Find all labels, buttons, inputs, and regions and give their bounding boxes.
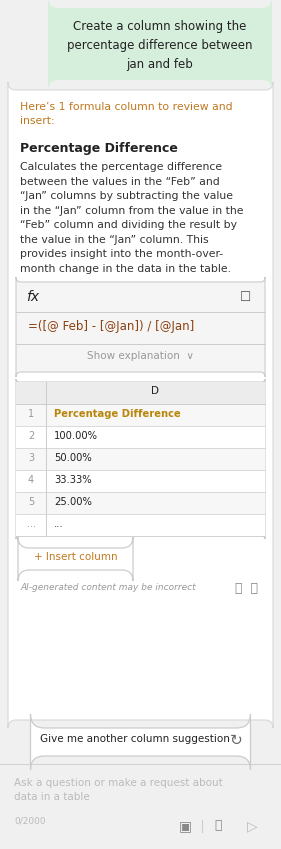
Text: Here’s 1 formula column to review and
insert:: Here’s 1 formula column to review and in…	[20, 102, 233, 126]
Text: data in a table: data in a table	[14, 792, 90, 802]
Text: ...: ...	[54, 519, 64, 529]
Text: 33.33%: 33.33%	[54, 475, 92, 485]
Text: in the “Jan” column from the value in the: in the “Jan” column from the value in th…	[20, 205, 244, 216]
Text: + Insert column: + Insert column	[34, 552, 117, 562]
Text: month change in the data in the table.: month change in the data in the table.	[20, 263, 231, 273]
Text: the value in the “Jan” column. This: the value in the “Jan” column. This	[20, 234, 209, 245]
FancyBboxPatch shape	[18, 537, 133, 581]
Text: “Jan” columns by subtracting the value: “Jan” columns by subtracting the value	[20, 191, 233, 201]
Text: Calculates the percentage difference: Calculates the percentage difference	[20, 162, 222, 172]
Text: between the values in the “Feb” and: between the values in the “Feb” and	[20, 177, 220, 187]
FancyBboxPatch shape	[31, 714, 250, 770]
Text: D: D	[151, 386, 160, 396]
FancyBboxPatch shape	[48, 0, 272, 90]
Text: =([@ Feb] - [@Jan]) / [@Jan]: =([@ Feb] - [@Jan]) / [@Jan]	[28, 320, 194, 333]
Text: ...: ...	[26, 519, 35, 529]
Text: 1: 1	[28, 409, 34, 419]
FancyBboxPatch shape	[8, 82, 273, 728]
Text: 25.00%: 25.00%	[54, 497, 92, 507]
Text: “Feb” column and dividing the result by: “Feb” column and dividing the result by	[20, 220, 237, 230]
Bar	[16, 404, 265, 426]
Text: provides insight into the month-over-: provides insight into the month-over-	[20, 249, 223, 259]
Bar	[16, 492, 265, 514]
Text: 50.00%: 50.00%	[54, 453, 92, 463]
FancyBboxPatch shape	[16, 379, 265, 539]
Text: 🖒  🖓: 🖒 🖓	[235, 582, 258, 595]
Text: 🎤: 🎤	[214, 819, 222, 832]
Text: Percentage Difference: Percentage Difference	[54, 409, 181, 419]
Text: 4: 4	[28, 475, 34, 485]
Text: 100.00%: 100.00%	[54, 431, 98, 441]
Bar	[16, 470, 265, 492]
Bar	[16, 448, 265, 470]
Bar	[16, 514, 265, 536]
Text: 5: 5	[28, 497, 34, 507]
Text: Show explanation  ∨: Show explanation ∨	[87, 351, 194, 361]
Text: ▷: ▷	[247, 819, 257, 833]
Text: AI-generated content may be incorrect: AI-generated content may be incorrect	[20, 583, 196, 592]
Text: ↻: ↻	[230, 733, 243, 748]
Text: Ask a question or make a request about: Ask a question or make a request about	[14, 778, 223, 788]
Text: ▣: ▣	[178, 819, 192, 833]
Text: Give me another column suggestion: Give me another column suggestion	[40, 734, 230, 744]
Text: 2: 2	[28, 431, 34, 441]
Text: ☐: ☐	[240, 291, 251, 304]
Bar	[16, 426, 265, 448]
Text: 3: 3	[28, 453, 34, 463]
Text: fx: fx	[26, 290, 39, 304]
Text: 0/2000: 0/2000	[14, 816, 46, 825]
Text: Create a column showing the
percentage difference between
jan and feb: Create a column showing the percentage d…	[67, 20, 253, 71]
Bar	[16, 382, 265, 404]
Bar	[0, 764, 281, 849]
FancyBboxPatch shape	[16, 277, 265, 377]
Text: Percentage Difference: Percentage Difference	[20, 142, 178, 155]
